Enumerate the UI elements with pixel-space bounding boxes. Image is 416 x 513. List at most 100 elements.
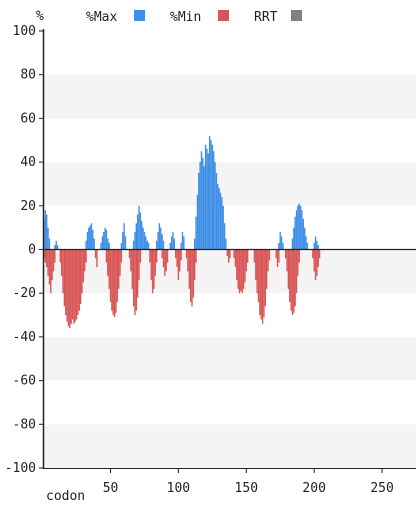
- bar: [269, 250, 270, 261]
- bar: [89, 225, 90, 249]
- bar: [96, 250, 97, 267]
- bar: [307, 243, 308, 250]
- bar: [140, 212, 141, 249]
- bar: [316, 241, 317, 250]
- bar: [164, 250, 165, 276]
- bar: [114, 250, 115, 318]
- bar: [202, 158, 203, 250]
- bar: [79, 250, 80, 311]
- bar: [46, 215, 47, 250]
- bar: [229, 250, 230, 259]
- bar: [125, 236, 126, 249]
- bar: [155, 250, 156, 276]
- bar: [313, 250, 314, 272]
- bar: [137, 250, 138, 298]
- bar: [148, 243, 149, 250]
- grid-band: [44, 293, 416, 337]
- bar: [285, 250, 286, 259]
- y-axis-ticks: 100 80 60 40 20 0 -20 -40 -60 -80 -100: [5, 24, 44, 476]
- bar: [129, 250, 130, 259]
- bar: [194, 239, 195, 250]
- x-tick-label: 50: [103, 481, 119, 496]
- bar: [100, 243, 101, 250]
- bar: [161, 234, 162, 249]
- bar: [303, 219, 304, 250]
- bar: [194, 250, 195, 281]
- bar: [221, 197, 222, 249]
- bar: [45, 250, 46, 263]
- grid-band: [44, 206, 416, 250]
- grid-band: [44, 118, 416, 162]
- bar: [206, 149, 207, 250]
- bar: [244, 250, 245, 283]
- bar: [182, 232, 183, 249]
- bar: [80, 250, 81, 305]
- bar: [294, 250, 295, 307]
- bar: [312, 250, 313, 259]
- bar: [277, 250, 278, 267]
- bar: [242, 250, 243, 294]
- bar: [318, 245, 319, 249]
- legend: %Max %Min RRT: [86, 10, 302, 25]
- bar: [110, 250, 111, 302]
- bar: [61, 250, 62, 276]
- bar: [246, 250, 247, 272]
- legend-label-min: %Min: [170, 10, 201, 25]
- bar: [85, 250, 86, 263]
- bar: [258, 250, 259, 302]
- y-tick-label: -20: [13, 286, 36, 301]
- bar: [107, 250, 108, 276]
- y-tick-label: -40: [13, 330, 36, 345]
- legend-swatch-min: [218, 10, 229, 21]
- grid-band: [44, 381, 416, 425]
- bar: [68, 250, 69, 326]
- bar: [278, 250, 279, 263]
- bar: [214, 162, 215, 249]
- x-tick-label: 100: [167, 481, 190, 496]
- bar: [157, 232, 158, 249]
- bar: [180, 243, 181, 250]
- bar: [57, 245, 58, 249]
- bar: [53, 250, 54, 272]
- y-tick-label: -60: [13, 374, 36, 389]
- bar: [88, 228, 89, 250]
- bar: [213, 151, 214, 249]
- bar: [227, 250, 228, 257]
- bar: [171, 236, 172, 249]
- bar: [247, 250, 248, 263]
- bar: [197, 195, 198, 250]
- bar: [300, 206, 301, 250]
- bar: [144, 232, 145, 249]
- bar: [189, 250, 190, 289]
- bar: [136, 223, 137, 249]
- bar: [315, 250, 316, 281]
- legend-label-rrt: RRT: [254, 10, 278, 25]
- bar: [289, 250, 290, 302]
- bar: [69, 250, 70, 329]
- bar: [145, 236, 146, 249]
- bar: [255, 250, 256, 281]
- bar: [87, 232, 88, 249]
- bar: [174, 239, 175, 250]
- y-tick-label: 80: [20, 68, 36, 83]
- bar: [292, 250, 293, 316]
- bar: [56, 241, 57, 250]
- bar: [224, 223, 225, 249]
- y-tick-label: 100: [13, 24, 36, 39]
- bar: [275, 250, 276, 259]
- bar: [278, 243, 279, 250]
- bar: [156, 250, 157, 263]
- bar: [190, 250, 191, 302]
- bar: [296, 210, 297, 249]
- grid-band: [44, 31, 416, 75]
- bar: [176, 250, 177, 267]
- bar: [51, 250, 52, 281]
- bar: [286, 250, 287, 272]
- bar: [138, 250, 139, 281]
- bar: [296, 250, 297, 294]
- bar: [60, 250, 61, 263]
- bar: [161, 250, 162, 259]
- bar: [187, 250, 188, 272]
- bar: [73, 250, 74, 324]
